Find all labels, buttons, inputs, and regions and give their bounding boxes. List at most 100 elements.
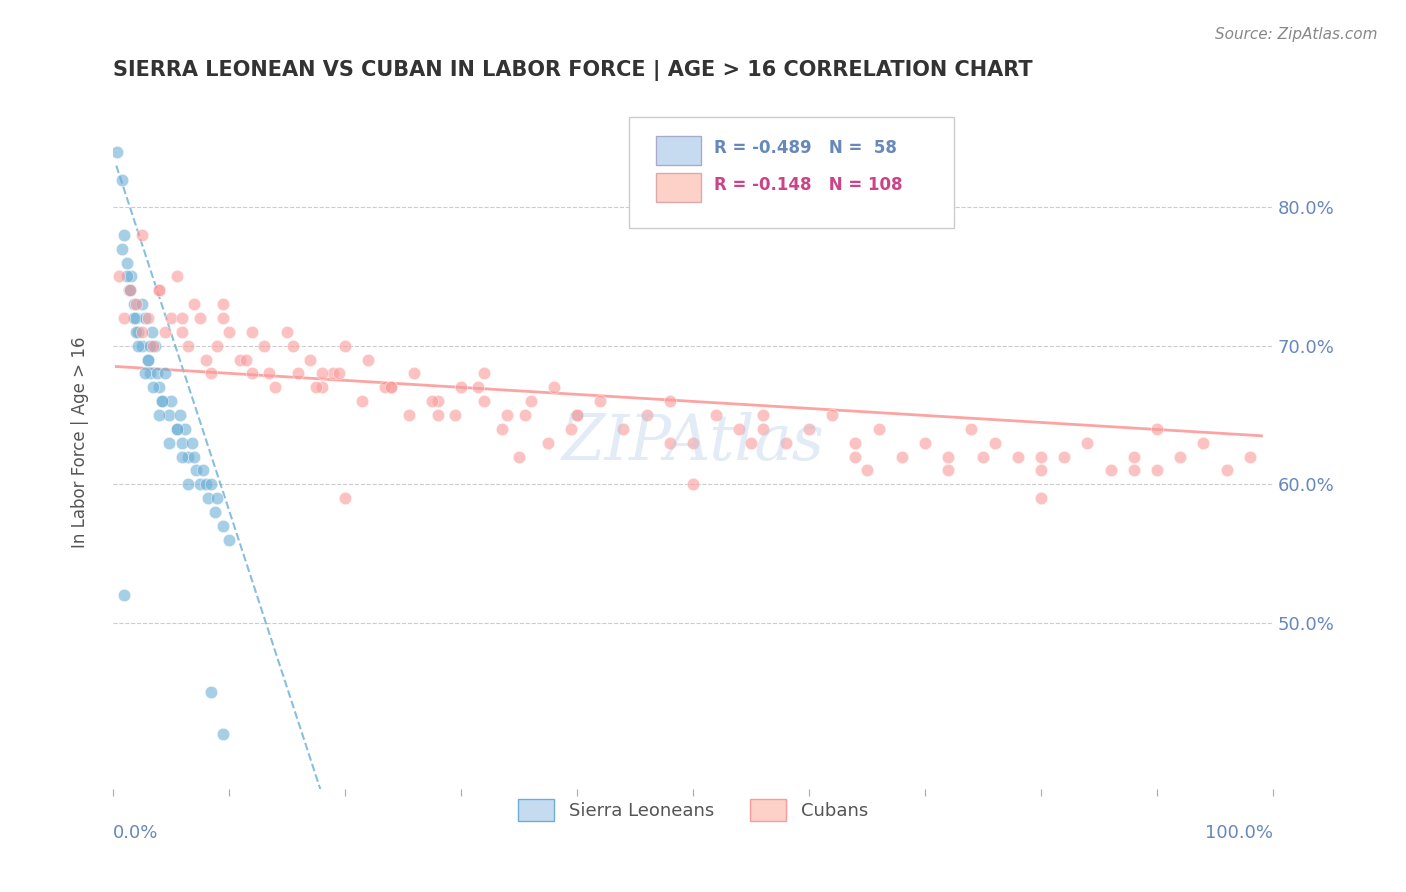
Point	[253, 339, 276, 353]
Point	[122, 311, 145, 326]
Point	[333, 491, 356, 505]
Point	[565, 408, 588, 422]
Point	[186, 463, 208, 477]
Point	[972, 450, 994, 464]
Point	[125, 311, 148, 326]
Point	[193, 463, 215, 477]
Point	[118, 283, 141, 297]
Point	[560, 422, 582, 436]
Point	[134, 311, 156, 326]
Point	[200, 477, 222, 491]
FancyBboxPatch shape	[655, 173, 702, 202]
Point	[299, 352, 322, 367]
Point	[148, 283, 170, 297]
Point	[1099, 463, 1122, 477]
Point	[374, 380, 396, 394]
Text: Source: ZipAtlas.com: Source: ZipAtlas.com	[1215, 27, 1378, 42]
Text: 0.0%: 0.0%	[112, 823, 159, 842]
Point	[183, 450, 205, 464]
Point	[212, 297, 235, 311]
Point	[194, 477, 217, 491]
Point	[131, 297, 153, 311]
Point	[589, 394, 612, 409]
Point	[259, 367, 281, 381]
Point	[472, 367, 495, 381]
Point	[311, 367, 333, 381]
Point	[868, 422, 890, 436]
Point	[1146, 422, 1168, 436]
Point	[166, 422, 188, 436]
Point	[218, 325, 240, 339]
Point	[287, 367, 309, 381]
Point	[122, 297, 145, 311]
Point	[141, 325, 163, 339]
Point	[322, 367, 344, 381]
Point	[172, 435, 194, 450]
Point	[107, 269, 129, 284]
Point	[565, 408, 588, 422]
Point	[157, 408, 180, 422]
Point	[1029, 463, 1052, 477]
Point	[352, 394, 374, 409]
Point	[146, 367, 169, 381]
Text: R = -0.489   N =  58: R = -0.489 N = 58	[714, 139, 897, 157]
Point	[177, 339, 200, 353]
Point	[380, 380, 402, 394]
Point	[157, 435, 180, 450]
Point	[114, 311, 136, 326]
Point	[1007, 450, 1029, 464]
Point	[543, 380, 565, 394]
Point	[172, 450, 194, 464]
Point	[936, 450, 959, 464]
Point	[150, 394, 173, 409]
Point	[404, 367, 426, 381]
Point	[139, 367, 162, 381]
Point	[142, 380, 165, 394]
Point	[172, 311, 194, 326]
Point	[169, 408, 191, 422]
Point	[200, 685, 222, 699]
Point	[200, 367, 222, 381]
Point	[983, 435, 1005, 450]
Point	[111, 172, 134, 186]
Point	[821, 408, 844, 422]
Point	[276, 325, 298, 339]
Point	[513, 408, 536, 422]
Point	[240, 367, 263, 381]
Point	[960, 422, 983, 436]
Point	[180, 435, 202, 450]
Point	[775, 435, 797, 450]
Point	[682, 477, 704, 491]
Point	[212, 518, 235, 533]
Point	[166, 422, 188, 436]
Point	[844, 435, 866, 450]
Text: SIERRA LEONEAN VS CUBAN IN LABOR FORCE | AGE > 16 CORRELATION CHART: SIERRA LEONEAN VS CUBAN IN LABOR FORCE |…	[112, 60, 1032, 80]
Point	[333, 339, 356, 353]
Point	[143, 339, 166, 353]
Point	[1122, 450, 1144, 464]
Point	[115, 269, 138, 284]
Point	[240, 325, 263, 339]
Point	[115, 255, 138, 269]
Point	[125, 297, 148, 311]
Point	[914, 435, 936, 450]
Point	[537, 435, 560, 450]
Point	[131, 339, 153, 353]
Point	[177, 477, 200, 491]
Point	[127, 325, 149, 339]
Point	[636, 408, 658, 422]
Point	[177, 450, 200, 464]
Point	[194, 352, 217, 367]
Point	[131, 325, 153, 339]
Point	[281, 339, 304, 353]
Point	[120, 283, 142, 297]
Point	[1239, 450, 1261, 464]
Point	[207, 339, 229, 353]
FancyBboxPatch shape	[628, 117, 955, 228]
Point	[229, 352, 252, 367]
Point	[160, 311, 183, 326]
Point	[467, 380, 489, 394]
Point	[472, 394, 495, 409]
Point	[496, 408, 519, 422]
Text: R = -0.148   N = 108: R = -0.148 N = 108	[714, 176, 903, 194]
